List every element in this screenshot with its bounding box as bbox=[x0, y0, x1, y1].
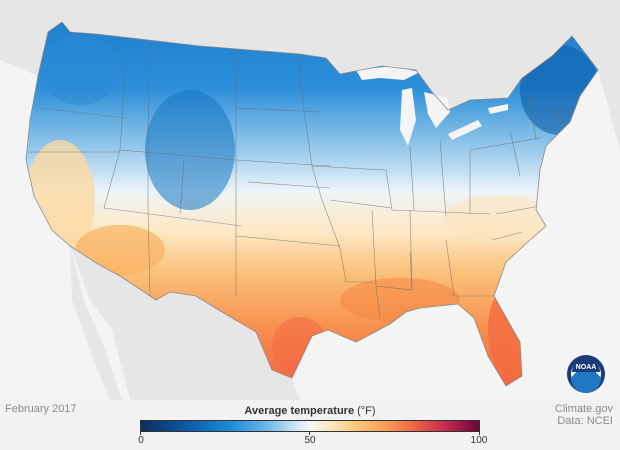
lake-huron bbox=[424, 92, 450, 128]
tick-mark-50 bbox=[309, 431, 310, 435]
credit-block: Climate.gov Data: NCEI bbox=[555, 403, 613, 427]
tick-label-100: 100 bbox=[470, 435, 488, 446]
date-label: February 2017 bbox=[5, 403, 77, 415]
canada-land bbox=[0, 0, 620, 150]
legend-footer: February 2017 Average temperature (°F) 0… bbox=[0, 400, 620, 450]
tick-mark-100 bbox=[479, 431, 480, 435]
legend-unit: (°F) bbox=[357, 405, 376, 417]
tick-mark-0 bbox=[140, 431, 141, 435]
baja-peninsula bbox=[70, 246, 122, 400]
legend-title: Average temperature (°F) bbox=[140, 405, 480, 417]
lake-michigan bbox=[400, 88, 416, 146]
lake-erie bbox=[448, 120, 482, 140]
tick-label-0: 0 bbox=[138, 435, 144, 446]
lake-superior bbox=[356, 66, 420, 80]
noaa-logo-text: NOAA bbox=[576, 364, 597, 371]
state-borders bbox=[26, 41, 567, 319]
map-svg: NOAA bbox=[0, 0, 620, 400]
lake-ontario bbox=[488, 104, 508, 114]
color-scale-bar bbox=[140, 420, 480, 432]
credit-data: Data: NCEI bbox=[557, 415, 613, 427]
tick-label-50: 50 bbox=[304, 435, 316, 446]
credit-source: Climate.gov bbox=[554, 403, 613, 415]
map-area: NOAA bbox=[0, 0, 620, 400]
noaa-logo: NOAA bbox=[567, 355, 605, 393]
mexico-land bbox=[70, 246, 300, 400]
legend-title-text: Average temperature bbox=[244, 405, 355, 417]
